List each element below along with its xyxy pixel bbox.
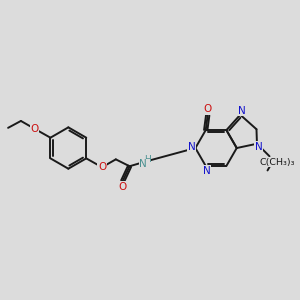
Text: N: N [188,142,195,152]
Text: C(CH₃)₃: C(CH₃)₃ [260,158,295,167]
Text: H: H [144,155,151,164]
Text: N: N [140,159,147,169]
Text: O: O [204,104,212,114]
Text: O: O [118,182,127,192]
Text: N: N [238,106,246,116]
Text: O: O [31,124,39,134]
Text: N: N [203,166,211,176]
Text: N: N [255,142,263,152]
Text: O: O [98,162,106,172]
